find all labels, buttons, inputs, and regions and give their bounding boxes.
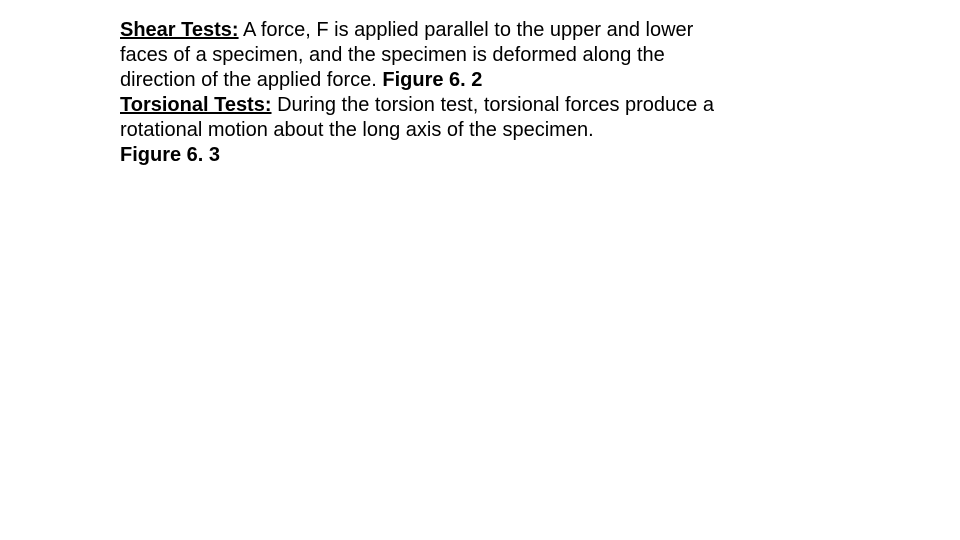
shear-figure-ref: Figure 6. 2 bbox=[382, 69, 482, 91]
torsional-tests-heading: Torsional Tests: bbox=[120, 94, 272, 116]
shear-paragraph: Shear Tests: A force, F is applied paral… bbox=[120, 18, 740, 93]
torsion-paragraph: Torsional Tests: During the torsion test… bbox=[120, 93, 740, 143]
torsion-figure-line: Figure 6. 3 bbox=[120, 143, 740, 168]
slide-text-block: Shear Tests: A force, F is applied paral… bbox=[120, 18, 740, 168]
shear-tests-heading: Shear Tests: bbox=[120, 19, 239, 41]
torsion-figure-ref: Figure 6. 3 bbox=[120, 144, 220, 166]
